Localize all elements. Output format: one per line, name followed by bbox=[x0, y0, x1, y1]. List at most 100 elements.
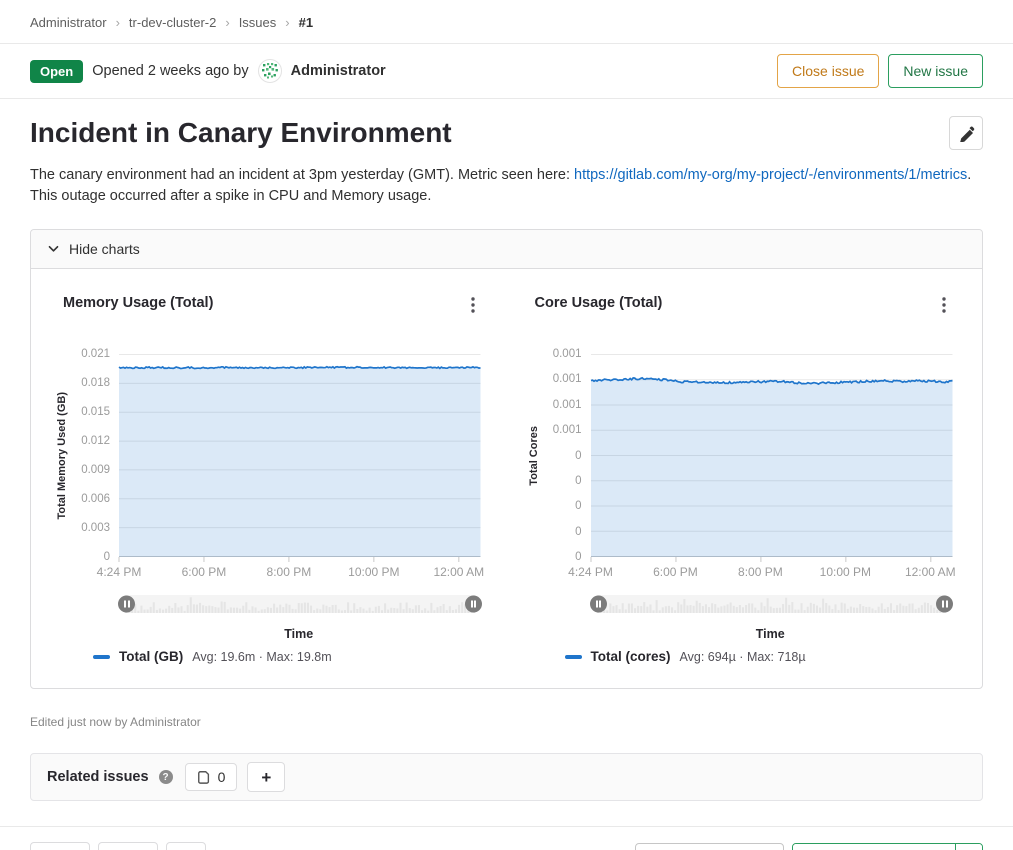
issue-status-bar: Open Opened 2 weeks ago by Administrator… bbox=[30, 44, 983, 98]
y-axis-ticks: 0.021 0.018 0.015 0.012 0.009 0.006 0.003 0 bbox=[71, 348, 119, 563]
slider-track[interactable] bbox=[125, 595, 475, 613]
slider-histogram bbox=[125, 597, 475, 613]
x-axis-tick: 8:00 PM bbox=[266, 565, 312, 579]
header-divider bbox=[0, 43, 1013, 44]
legend-series-label: Total (GB) bbox=[119, 649, 184, 664]
thumbs-up-button[interactable]: 0 bbox=[30, 842, 91, 850]
related-issues-title: Related issues bbox=[47, 769, 149, 785]
issue-description: The canary environment had an incident a… bbox=[30, 165, 983, 207]
y-axis-tick: 0.006 bbox=[81, 493, 110, 505]
title-row: Incident in Canary Environment bbox=[30, 116, 983, 150]
new-issue-button[interactable]: New issue bbox=[888, 54, 983, 88]
issue-icon bbox=[197, 771, 209, 784]
identicon bbox=[261, 63, 278, 79]
metrics-link[interactable]: https://gitlab.com/my-org/my-project/-/e… bbox=[574, 167, 968, 183]
x-axis-ticks: 4:24 PM 6:00 PM 8:00 PM 10:00 PM 12:00 AM bbox=[568, 565, 956, 581]
issue-title: Incident in Canary Environment bbox=[30, 117, 452, 148]
activity-filter-dropdown[interactable]: Show all activity bbox=[635, 843, 784, 850]
add-related-issue-button[interactable]: + bbox=[247, 762, 286, 792]
slider-right-handle-icon[interactable] bbox=[464, 595, 482, 613]
x-axis-tick: 10:00 PM bbox=[819, 565, 872, 579]
x-axis-tick: 4:24 PM bbox=[568, 565, 613, 579]
y-axis-label: Total Memory Used (GB) bbox=[56, 391, 68, 520]
y-axis-tick: 0.001 bbox=[552, 373, 582, 386]
slider-histogram bbox=[596, 597, 946, 613]
x-axis-tick: 6:00 PM bbox=[181, 565, 227, 579]
x-axis-tick: 12:00 AM bbox=[433, 565, 485, 579]
chart-zoom-slider[interactable] bbox=[589, 593, 953, 615]
breadcrumb-item-administrator[interactable]: Administrator bbox=[30, 15, 107, 30]
chart-options-kebab-icon[interactable] bbox=[465, 295, 481, 318]
breadcrumb-separator-icon: › bbox=[115, 15, 120, 30]
x-axis-tick: 12:00 AM bbox=[904, 565, 956, 579]
related-issues-count-badge: 0 bbox=[184, 763, 238, 791]
chart-options-kebab-icon[interactable] bbox=[936, 295, 952, 318]
related-issues-section: Related issues ? 0 + bbox=[30, 753, 983, 801]
slider-track[interactable] bbox=[596, 595, 946, 613]
description-text: The canary environment had an incident a… bbox=[30, 167, 574, 183]
y-axis-tick: 0.001 bbox=[552, 398, 582, 411]
y-axis-tick: 0.001 bbox=[552, 348, 582, 360]
breadcrumb-separator-icon: › bbox=[225, 15, 230, 30]
y-axis-tick: 0 bbox=[575, 449, 582, 462]
help-icon[interactable]: ? bbox=[158, 770, 173, 784]
add-emoji-button[interactable] bbox=[166, 842, 207, 850]
core-usage-chart: Core Usage (Total) Total Cores 0.001 0.00… bbox=[525, 295, 956, 664]
chart-plot-area[interactable] bbox=[589, 354, 953, 562]
author-avatar[interactable] bbox=[257, 59, 282, 83]
y-axis-tick: 0.015 bbox=[81, 406, 110, 418]
y-axis-tick: 0.012 bbox=[81, 435, 110, 447]
y-axis-tick: 0 bbox=[575, 500, 582, 513]
thumbs-down-button[interactable]: 0 bbox=[98, 842, 159, 850]
chart-zoom-slider[interactable] bbox=[118, 593, 482, 615]
y-axis-tick: 0 bbox=[575, 525, 582, 538]
x-axis-ticks: 4:24 PM 6:00 PM 8:00 PM 10:00 PM 12:00 AM bbox=[97, 565, 485, 581]
create-merge-request-button[interactable]: Create merge request bbox=[792, 844, 955, 850]
breadcrumb-separator-icon: › bbox=[285, 15, 290, 30]
chart-legend[interactable]: Total (cores) Avg: 694µ · Max: 718µ bbox=[564, 649, 953, 664]
breadcrumb-current-issue-number: #1 bbox=[298, 15, 314, 30]
create-merge-request-split-button: Create merge request bbox=[791, 843, 983, 850]
slider-left-handle-icon[interactable] bbox=[118, 595, 135, 613]
chart-legend[interactable]: Total (GB) Avg: 19.6m · Max: 19.8m bbox=[93, 649, 481, 664]
close-issue-button[interactable]: Close issue bbox=[777, 54, 880, 88]
slider-left-handle-icon[interactable] bbox=[589, 595, 607, 613]
issue-page: Administrator › tr-dev-cluster-2 › Issue… bbox=[0, 0, 1013, 43]
pencil-icon bbox=[959, 126, 974, 142]
y-axis-tick: 0 bbox=[103, 551, 110, 563]
x-axis-tick: 4:24 PM bbox=[96, 565, 142, 579]
footer-actions: 0 0 Show all activity Create merge reque… bbox=[30, 827, 983, 850]
y-axis-tick: 0.009 bbox=[81, 464, 110, 476]
hide-charts-toggle[interactable]: Hide charts bbox=[31, 230, 982, 269]
y-axis-tick: 0.003 bbox=[81, 522, 110, 534]
x-axis-tick: 8:00 PM bbox=[738, 565, 783, 579]
x-axis-title: Time bbox=[284, 627, 314, 641]
legend-series-stats: Avg: 19.6m · Max: 19.8m bbox=[192, 649, 332, 664]
chart-title: Memory Usage (Total) bbox=[63, 295, 214, 311]
legend-swatch bbox=[564, 654, 582, 659]
legend-series-label: Total (cores) bbox=[590, 649, 671, 664]
chart-plot-area[interactable] bbox=[118, 354, 481, 562]
footer-divider bbox=[0, 826, 1013, 827]
hide-charts-label: Hide charts bbox=[69, 241, 140, 257]
breadcrumb-item-project[interactable]: tr-dev-cluster-2 bbox=[128, 15, 217, 30]
y-axis-ticks: 0.001 0.001 0.001 0.001 0 0 0 0 0 bbox=[543, 348, 591, 563]
x-axis-title: Time bbox=[755, 627, 785, 641]
related-issues-count: 0 bbox=[217, 769, 226, 785]
y-axis-tick: 0 bbox=[575, 474, 582, 487]
breadcrumb: Administrator › tr-dev-cluster-2 › Issue… bbox=[30, 0, 983, 43]
edit-title-button[interactable] bbox=[949, 116, 983, 150]
create-merge-request-caret-button[interactable] bbox=[955, 844, 982, 850]
author-name[interactable]: Administrator bbox=[290, 63, 386, 79]
y-axis-label: Total Cores bbox=[527, 425, 540, 486]
breadcrumb-item-issues[interactable]: Issues bbox=[238, 15, 277, 30]
status-badge: Open bbox=[30, 59, 84, 83]
y-axis-tick: 0.018 bbox=[81, 377, 110, 389]
y-axis-tick: 0.021 bbox=[81, 348, 110, 360]
legend-swatch bbox=[93, 654, 110, 659]
description-text: . This outage occurred after a spike in … bbox=[30, 167, 972, 204]
memory-usage-chart: Memory Usage (Total) Total Memory Used (… bbox=[53, 295, 485, 664]
slider-right-handle-icon[interactable] bbox=[936, 595, 953, 613]
y-axis-tick: 0 bbox=[575, 551, 582, 563]
chevron-down-icon bbox=[48, 245, 59, 252]
